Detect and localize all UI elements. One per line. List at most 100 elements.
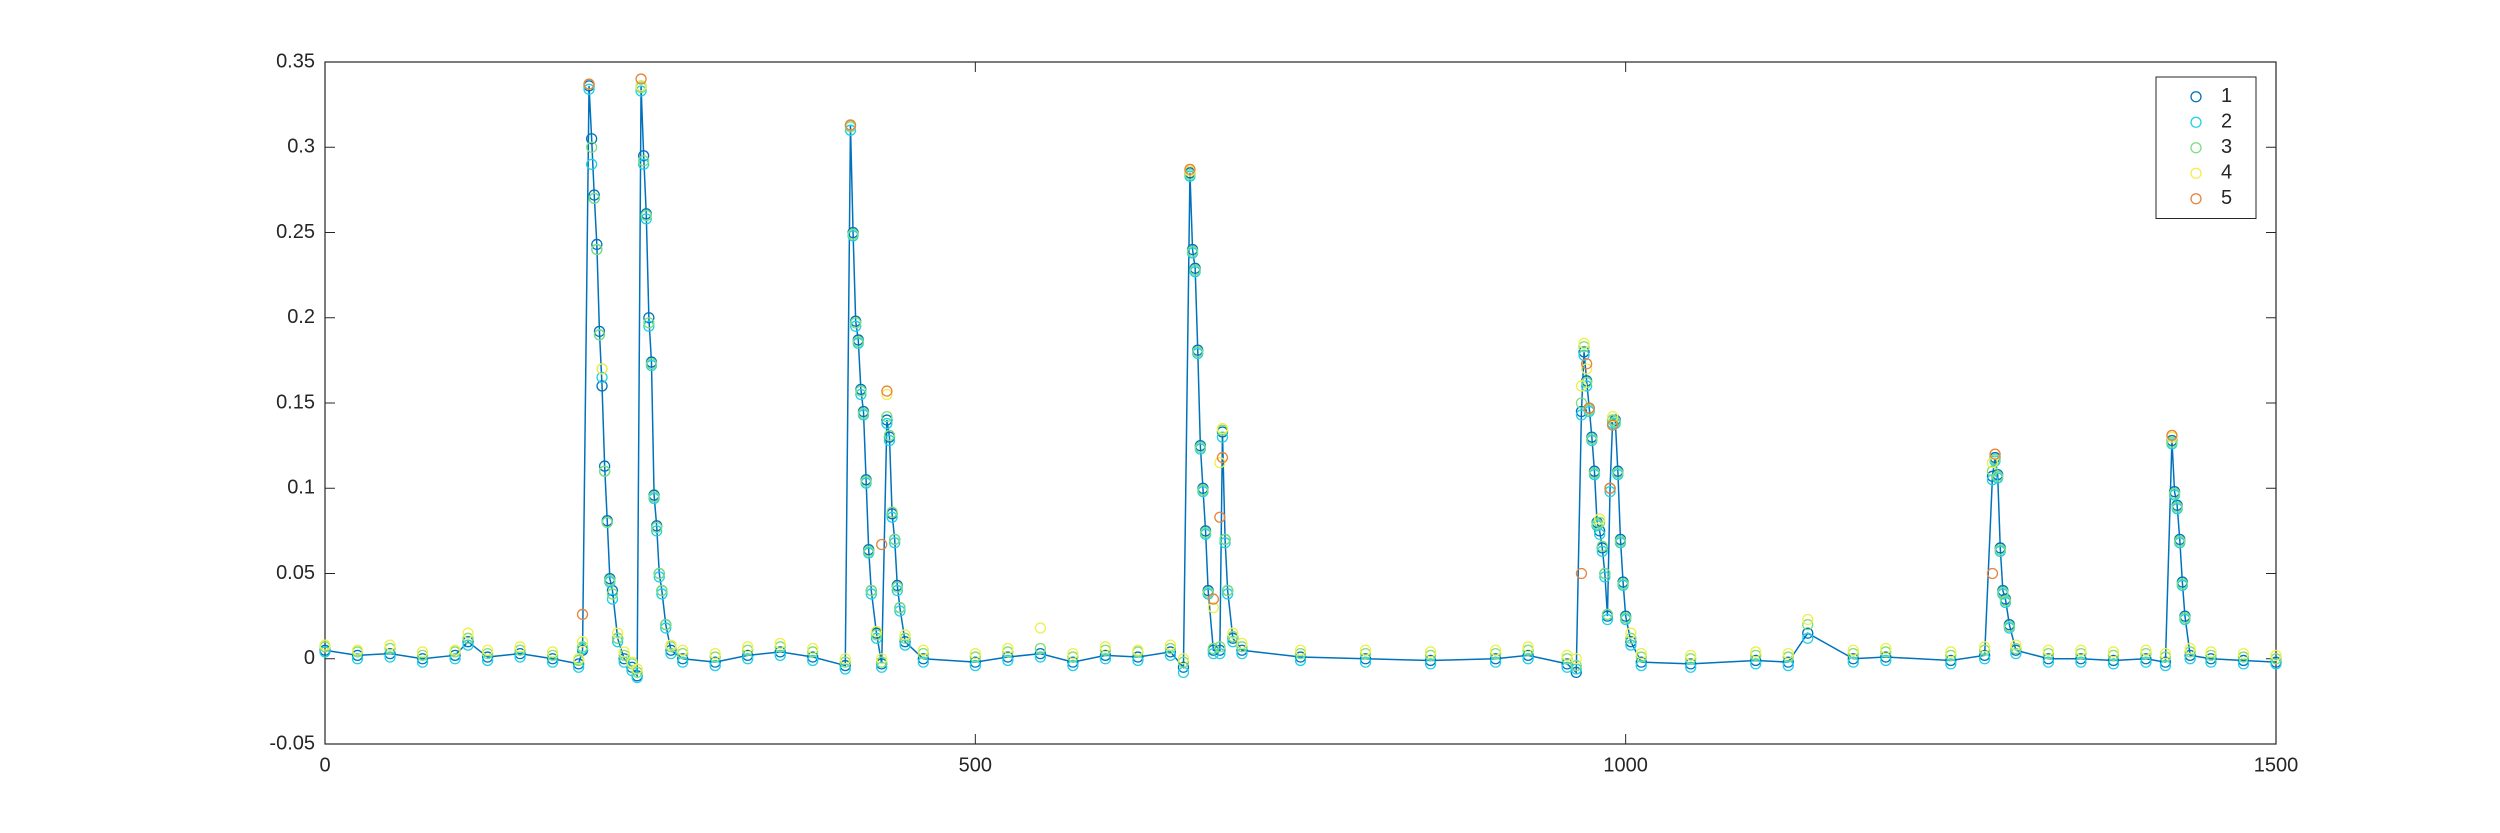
data-point [1522,649,1534,661]
data-point [917,656,929,668]
data-point [319,639,331,651]
data-point [1880,651,1892,663]
data-point [640,209,652,222]
data-point [1214,641,1226,653]
data-point [742,649,754,661]
data-point [886,506,898,518]
data-point [1177,656,1190,668]
data-point [1685,661,1697,673]
data-point [857,407,870,419]
data-point [889,533,901,546]
data-point [1979,653,1991,665]
data-point [899,636,911,648]
data-point [1578,346,1590,358]
data-point [1802,627,1814,639]
data-point [1489,653,1502,665]
data-point [1207,642,1220,655]
data-point [1099,641,1112,653]
data-point [886,511,898,523]
data-point [1979,644,1991,656]
plot-area [324,61,2277,745]
data-point [1625,636,1637,648]
data-point [1002,646,1014,658]
data-point [1067,659,1079,672]
data-point [1847,653,1859,665]
x-tick-label: 1500 [2254,754,2299,776]
legend-label: 3 [2221,136,2232,158]
data-point [870,632,883,644]
data-point [1186,245,1199,257]
data-point [2003,620,2016,633]
data-point [2184,642,2196,655]
data-point [449,653,461,665]
data-point [969,656,981,668]
data-point [1989,453,2001,465]
data-point [596,371,608,384]
data-point [1578,341,1590,353]
data-point [1216,422,1229,435]
data-point [891,581,903,593]
data-point [1002,642,1014,655]
data-point [1002,651,1014,663]
data-point [807,654,819,667]
data-point [351,653,364,665]
data-point [1782,656,1794,668]
data-point [2174,535,2186,547]
data-point [635,85,647,97]
data-point [1207,647,1220,660]
legend-label: 4 [2221,162,2232,184]
data-point [1002,654,1014,667]
data-point [645,358,658,370]
data-point [1570,653,1582,665]
data-point [643,320,655,332]
data-point [1945,646,1957,658]
data-point [514,647,526,660]
legend-label: 5 [2221,187,2232,209]
data-point [1227,630,1239,643]
data-point [1222,584,1234,597]
data-point [618,646,630,658]
legend-label: 2 [2221,111,2232,133]
data-point [1522,641,1534,653]
data-point [481,651,494,663]
data-point [1594,516,1606,528]
data-point [612,636,624,648]
data-point [1575,567,1588,580]
data-point [709,656,721,668]
data-point [1207,593,1220,605]
data-point [546,653,559,665]
data-point [2184,646,2196,658]
data-point [774,646,786,658]
data-point [481,647,494,660]
data-point [1782,659,1794,672]
data-point [894,605,906,617]
data-point [1578,337,1590,349]
data-point [656,584,668,597]
data-point [618,649,630,661]
data-point [1594,528,1606,540]
data-point [1635,656,1647,668]
data-point [2010,647,2022,660]
data-point [2159,651,2172,663]
data-point [1424,658,1437,670]
data-point [1596,540,1608,552]
data-point [660,619,672,631]
data-point [844,119,857,131]
data-point [651,525,663,537]
data-point [1596,545,1608,557]
data-point [2107,658,2120,670]
data-point [351,644,364,656]
data-point [1802,613,1814,626]
data-point [899,632,911,644]
data-point [665,639,677,651]
data-point [881,410,893,423]
data-point [653,571,665,583]
data-point [514,641,526,653]
data-point [596,380,608,392]
data-point [709,647,721,660]
data-point [2166,429,2178,442]
data-point [917,653,929,665]
x-tick-label: 0 [319,754,330,776]
data-point [847,228,859,240]
data-point [2237,651,2250,663]
